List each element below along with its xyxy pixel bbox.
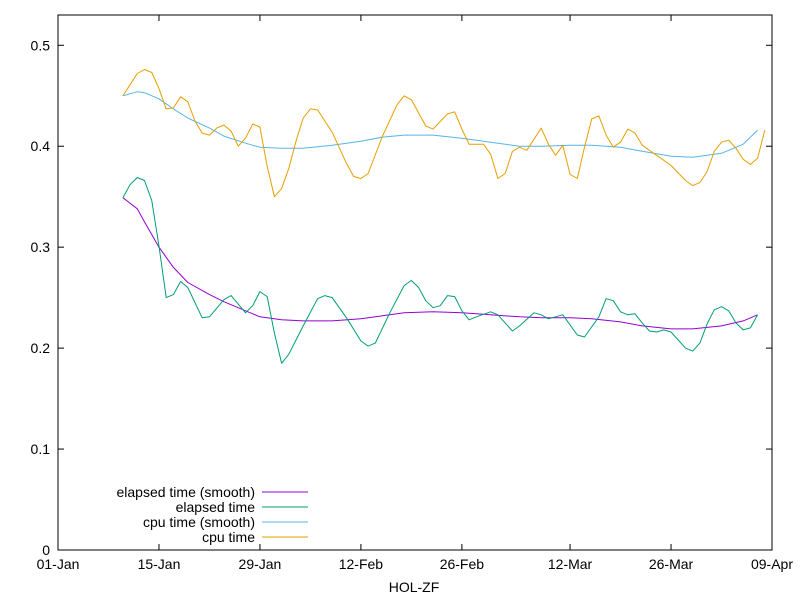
legend-label: elapsed time — [176, 499, 256, 515]
y-tick-label: 0.5 — [31, 37, 51, 53]
y-tick-label: 0 — [42, 542, 50, 558]
x-tick-label: 01-Jan — [37, 556, 80, 572]
legend-label: cpu time (smooth) — [143, 514, 255, 530]
series-line-3 — [122, 69, 766, 198]
x-axis-title: HOL-ZF — [389, 579, 440, 595]
legend-label: elapsed time (smooth) — [116, 484, 255, 500]
plot-border — [57, 14, 773, 551]
series-line-0 — [122, 197, 758, 330]
x-tick-label: 26-Mar — [649, 556, 694, 572]
x-tick-label: 29-Jan — [239, 556, 282, 572]
y-tick-label: 0.2 — [31, 340, 51, 356]
x-tick-label: 09-Apr — [751, 556, 793, 572]
x-tick-label: 26-Feb — [440, 556, 485, 572]
x-tick-label: 12-Feb — [339, 556, 384, 572]
y-axis: 0 0.1 0.2 0.3 0.4 0.5 — [31, 37, 772, 558]
legend-label: cpu time — [202, 529, 255, 545]
x-axis: 01-Jan 15-Jan 29-Jan 12-Feb 26-Feb 12-Mar 26-M… — [37, 15, 793, 572]
x-tick-label: 12-Mar — [548, 556, 593, 572]
y-tick-label: 0.4 — [31, 138, 51, 154]
series-line-1 — [122, 177, 759, 364]
y-tick-label: 0.3 — [31, 239, 51, 255]
x-tick-label: 15-Jan — [138, 556, 181, 572]
series-line-2 — [122, 91, 758, 158]
y-tick-label: 0.1 — [31, 441, 51, 457]
series-layer — [122, 69, 766, 364]
plot-frame — [57, 14, 773, 551]
